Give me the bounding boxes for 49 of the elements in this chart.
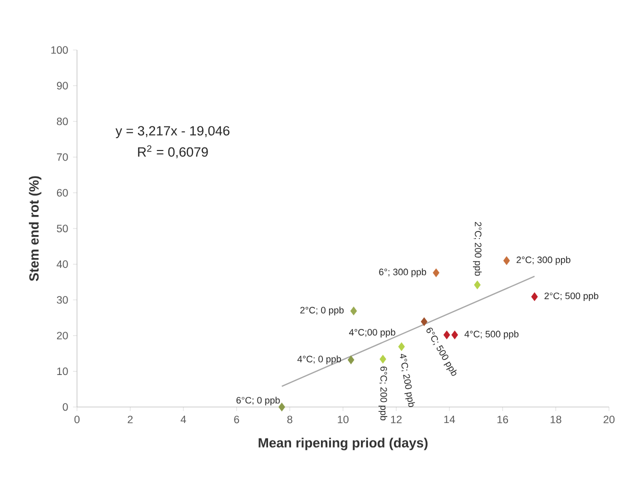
point bbox=[451, 330, 458, 340]
x-tick-label: 16 bbox=[497, 416, 508, 424]
x-tick-label: 18 bbox=[550, 416, 562, 424]
x-tick-label: 0 bbox=[74, 416, 80, 424]
x-tick-label: 6 bbox=[234, 416, 240, 424]
x-tick-label: 14 bbox=[444, 416, 456, 424]
y-axis-title: Stem end rot (%) bbox=[28, 176, 42, 282]
annotation: 2°C; 200 ppb bbox=[472, 222, 482, 276]
annotation: y = 3,217x - 19,046 bbox=[116, 126, 230, 138]
point bbox=[474, 280, 481, 290]
annotation: 4°C;00 ppb bbox=[349, 328, 396, 338]
y-tick-label: 60 bbox=[56, 189, 68, 197]
x-tick-label: 10 bbox=[338, 416, 349, 424]
y-tick-label: 0 bbox=[62, 403, 68, 411]
point bbox=[503, 256, 510, 265]
x-tick-label: 4 bbox=[180, 416, 186, 424]
annotation: 2°C; 0 ppb bbox=[300, 306, 344, 316]
point bbox=[531, 292, 538, 301]
point bbox=[432, 268, 440, 278]
annotation: 6°C; 0 ppb bbox=[236, 396, 280, 406]
annotation: 2°C; 300 ppb bbox=[516, 256, 570, 265]
x-tick-label: 2 bbox=[128, 416, 133, 424]
y-tick-label: 50 bbox=[56, 224, 68, 232]
point bbox=[398, 342, 405, 351]
point bbox=[443, 330, 450, 340]
point bbox=[348, 356, 354, 364]
y-tick-label: 90 bbox=[56, 82, 68, 90]
annotation: 4°C; 500 ppb bbox=[464, 330, 518, 340]
y-tick-label: 30 bbox=[56, 296, 68, 304]
x-tick-label: 20 bbox=[604, 416, 615, 424]
y-tick-label: 70 bbox=[56, 153, 68, 161]
point bbox=[350, 306, 357, 316]
point bbox=[380, 354, 386, 364]
annotation: 4°C; 200 ppb bbox=[400, 354, 415, 408]
annotation: 6°C; 200 ppb bbox=[378, 366, 388, 420]
y-tick-label: 20 bbox=[56, 332, 68, 340]
x-tick-label: 12 bbox=[391, 416, 402, 424]
y-tick-label: 40 bbox=[56, 260, 68, 268]
point bbox=[278, 402, 286, 412]
annotation: 2°C; 500 ppb bbox=[544, 292, 598, 302]
annotation: 6°; 300 ppb bbox=[379, 268, 426, 278]
y-tick-label: 80 bbox=[56, 118, 68, 126]
y-tick-label: 10 bbox=[57, 368, 68, 376]
x-tick-label: 8 bbox=[287, 416, 292, 424]
y-tick-label: 100 bbox=[51, 46, 68, 54]
annotation: 4°C; 0 ppb bbox=[297, 356, 341, 364]
x-axis-title: Mean ripening priod (days) bbox=[258, 438, 428, 450]
annotation: R$^{2}$ = 0,6079 bbox=[138, 145, 208, 158]
point bbox=[420, 317, 428, 326]
